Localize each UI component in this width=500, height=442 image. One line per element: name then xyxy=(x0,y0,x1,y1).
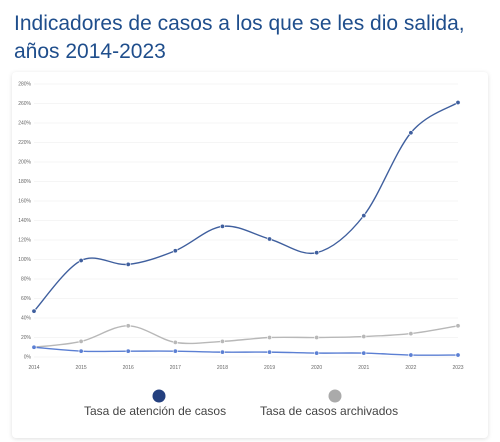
x-tick-label: 2023 xyxy=(452,365,463,371)
x-tick-label: 2016 xyxy=(123,365,134,371)
data-point xyxy=(408,352,414,358)
data-point xyxy=(219,338,225,344)
x-tick-label: 2020 xyxy=(311,365,322,371)
x-tick-label: 2019 xyxy=(264,365,275,371)
data-point xyxy=(361,334,367,340)
data-point xyxy=(78,338,84,344)
data-point xyxy=(314,250,320,256)
data-point xyxy=(172,339,178,345)
x-tick-label: 2018 xyxy=(217,365,228,371)
y-tick-label: 280% xyxy=(18,82,31,88)
x-tick-label: 2021 xyxy=(358,365,369,371)
legend-swatch xyxy=(152,389,166,403)
y-tick-label: 220% xyxy=(18,140,31,146)
data-point xyxy=(267,334,273,340)
y-tick-label: 180% xyxy=(18,179,31,185)
line-chart: 0% 20% 40% 60% 80% 100% 120% 140% 160% 180% 200% 22… xyxy=(18,82,464,418)
data-point xyxy=(455,352,461,358)
data-point xyxy=(267,236,273,242)
data-point xyxy=(455,323,461,329)
chart-title-line-2: años 2014-2023 xyxy=(14,40,166,63)
series-points xyxy=(31,100,461,358)
x-axis-ticks: 2014 2015 2016 2017 2018 2019 2020 2021 2022 2023 xyxy=(28,365,463,371)
data-point xyxy=(125,261,131,267)
y-tick-label: 240% xyxy=(18,121,31,127)
data-point xyxy=(31,308,37,314)
chart-title-line-1: Indicadores de casos a los que se les di… xyxy=(14,12,465,35)
chart-card: 0% 20% 40% 60% 80% 100% 120% 140% 160% 180% 200% 22… xyxy=(12,72,488,438)
data-point xyxy=(361,213,367,219)
data-point xyxy=(408,331,414,337)
y-tick-label: 20% xyxy=(21,335,32,341)
series-line-2 xyxy=(33,346,459,356)
legend-swatch xyxy=(328,389,342,403)
data-point xyxy=(267,349,273,355)
data-point xyxy=(314,334,320,340)
y-axis-ticks: 0% 20% 40% 60% 80% 100% 120% 140% 160% 180% 200% 22… xyxy=(18,82,31,361)
data-point xyxy=(125,348,131,354)
series-line-0 xyxy=(33,101,459,312)
legend-label: Tasa de atención de casos xyxy=(84,404,226,418)
x-tick-label: 2022 xyxy=(405,365,416,371)
series-lines xyxy=(33,101,459,356)
x-tick-label: 2017 xyxy=(170,365,181,371)
data-point xyxy=(408,130,414,136)
data-point xyxy=(219,223,225,229)
y-tick-label: 60% xyxy=(21,296,32,302)
y-tick-label: 40% xyxy=(21,316,32,322)
series-line-1 xyxy=(33,325,459,348)
data-point xyxy=(78,257,84,263)
data-point xyxy=(172,348,178,354)
data-point xyxy=(31,344,37,350)
legend: Tasa de atención de casos Tasa de casos a… xyxy=(84,389,398,418)
y-tick-label: 80% xyxy=(21,277,32,283)
grid-lines xyxy=(34,83,458,358)
y-tick-label: 140% xyxy=(18,218,31,224)
chart-title: Indicadores de casos a los que se les di… xyxy=(14,10,484,66)
y-tick-label: 260% xyxy=(18,101,31,107)
data-point xyxy=(125,323,131,329)
y-tick-label: 0% xyxy=(24,355,32,361)
x-tick-label: 2015 xyxy=(76,365,87,371)
x-tick-label: 2014 xyxy=(28,365,39,371)
data-point xyxy=(172,248,178,254)
data-point xyxy=(219,349,225,355)
legend-label: Tasa de casos archivados xyxy=(260,404,398,418)
data-point xyxy=(361,350,367,356)
data-point xyxy=(78,348,84,354)
data-point xyxy=(455,100,461,106)
y-tick-label: 120% xyxy=(18,238,31,244)
y-tick-label: 200% xyxy=(18,160,31,166)
y-tick-label: 160% xyxy=(18,199,31,205)
data-point xyxy=(314,350,320,356)
y-tick-label: 100% xyxy=(18,257,31,263)
